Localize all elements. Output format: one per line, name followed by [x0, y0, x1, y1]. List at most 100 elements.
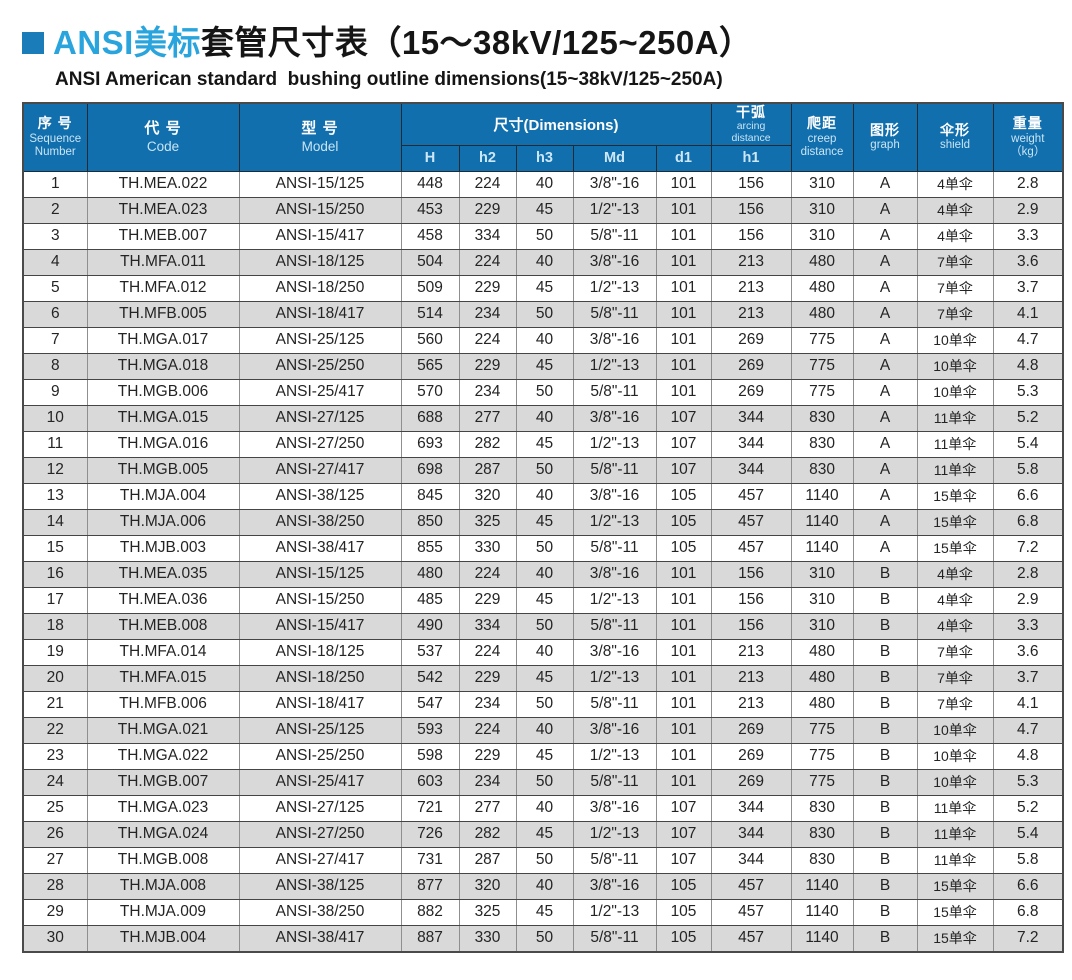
cell-graph: A	[852, 274, 918, 302]
col-header-h2: h2	[458, 144, 517, 172]
cell-h2: 224	[458, 170, 517, 198]
cell-model: ANSI-38/250	[238, 898, 402, 926]
cell-weight: 7.2	[992, 534, 1064, 562]
cell-model: ANSI-15/417	[238, 612, 402, 640]
cell-code: TH.MGA.018	[86, 352, 240, 380]
table-row: 7 TH.MGA.017 ANSI-25/125 560 224 40 3/8"-16 101…	[22, 326, 1064, 354]
cell-code: TH.MJA.008	[86, 872, 240, 900]
cell-H: 514	[400, 300, 460, 328]
cell-h1: 213	[710, 638, 792, 666]
cell-creep: 775	[790, 768, 854, 796]
cell-Md: 1/2"-13	[572, 274, 657, 302]
cell-model: ANSI-25/125	[238, 326, 402, 354]
table-row: 21 TH.MFB.006 ANSI-18/417 547 234 50 5/8"-11 10…	[22, 690, 1064, 718]
table-row: 1 TH.MEA.022 ANSI-15/125 448 224 40 3/8"-16 101…	[22, 170, 1064, 198]
cell-h2: 229	[458, 196, 517, 224]
cell-h3: 40	[515, 872, 574, 900]
col-header-arcing-en2: distance	[731, 131, 771, 144]
cell-h1: 344	[710, 404, 792, 432]
table-row: 3 TH.MEB.007 ANSI-15/417 458 334 50 5/8"-11 101…	[22, 222, 1064, 250]
cell-model: ANSI-18/250	[238, 274, 402, 302]
cell-model: ANSI-27/125	[238, 404, 402, 432]
cell-h3: 45	[515, 430, 574, 458]
cell-h2: 334	[458, 612, 517, 640]
cell-graph: B	[852, 742, 918, 770]
cell-h1: 213	[710, 300, 792, 328]
col-header-weight-unit: （kg）	[1010, 145, 1046, 158]
cell-seq: 15	[22, 534, 88, 562]
cell-H: 603	[400, 768, 460, 796]
cell-graph: A	[852, 378, 918, 406]
cell-Md: 3/8"-16	[572, 872, 657, 900]
cell-creep: 310	[790, 612, 854, 640]
cell-h2: 229	[458, 586, 517, 614]
table-row: 23 TH.MGA.022 ANSI-25/250 598 229 45 1/2"-13 10…	[22, 742, 1064, 770]
cell-weight: 3.6	[992, 248, 1064, 276]
cell-graph: A	[852, 534, 918, 562]
cell-d1: 101	[655, 274, 712, 302]
cell-d1: 101	[655, 560, 712, 588]
title-rest: 套管尺寸表（15～38kV/125~250A）	[200, 24, 753, 61]
cell-h3: 45	[515, 196, 574, 224]
cell-model: ANSI-27/250	[238, 820, 402, 848]
cell-weight: 3.3	[992, 612, 1064, 640]
cell-h3: 40	[515, 170, 574, 198]
cell-seq: 17	[22, 586, 88, 614]
cell-Md: 5/8"-11	[572, 846, 657, 874]
cell-h2: 234	[458, 300, 517, 328]
cell-creep: 310	[790, 196, 854, 224]
col-header-Md: Md	[572, 144, 657, 172]
cell-H: 504	[400, 248, 460, 276]
cell-code: TH.MJA.004	[86, 482, 240, 510]
table-header: 序 号 Sequence Number 代 号 Code 型 号 Model 尺…	[22, 102, 1064, 172]
cell-seq: 19	[22, 638, 88, 666]
cell-d1: 101	[655, 352, 712, 380]
col-header-h3: h3	[515, 144, 574, 172]
cell-h1: 344	[710, 430, 792, 458]
cell-h2: 229	[458, 352, 517, 380]
cell-seq: 20	[22, 664, 88, 692]
table-row: 11 TH.MGA.016 ANSI-27/250 693 282 45 1/2"-13 10…	[22, 430, 1064, 458]
cell-seq: 7	[22, 326, 88, 354]
cell-d1: 101	[655, 378, 712, 406]
cell-h2: 277	[458, 794, 517, 822]
cell-weight: 4.1	[992, 690, 1064, 718]
cell-h2: 229	[458, 742, 517, 770]
cell-Md: 5/8"-11	[572, 690, 657, 718]
cell-shield: 15单伞	[916, 508, 994, 536]
cell-model: ANSI-18/417	[238, 690, 402, 718]
cell-d1: 105	[655, 508, 712, 536]
cell-shield: 7单伞	[916, 664, 994, 692]
col-header-creep-distance: 爬距 creep distance	[790, 102, 854, 172]
cell-H: 448	[400, 170, 460, 198]
cell-model: ANSI-15/125	[238, 560, 402, 588]
col-header-sequence-cn: 序 号	[37, 115, 73, 132]
cell-h2: 287	[458, 456, 517, 484]
cell-h2: 334	[458, 222, 517, 250]
cell-d1: 101	[655, 664, 712, 692]
cell-h3: 45	[515, 586, 574, 614]
cell-d1: 105	[655, 872, 712, 900]
cell-weight: 4.1	[992, 300, 1064, 328]
cell-model: ANSI-25/250	[238, 352, 402, 380]
cell-Md: 1/2"-13	[572, 430, 657, 458]
cell-seq: 23	[22, 742, 88, 770]
cell-h1: 269	[710, 716, 792, 744]
cell-code: TH.MFA.011	[86, 248, 240, 276]
col-header-shield-en: shield	[939, 139, 971, 152]
cell-code: TH.MFA.015	[86, 664, 240, 692]
cell-code: TH.MFA.012	[86, 274, 240, 302]
cell-Md: 1/2"-13	[572, 586, 657, 614]
cell-seq: 16	[22, 560, 88, 588]
cell-graph: B	[852, 820, 918, 848]
cell-shield: 11单伞	[916, 404, 994, 432]
cell-h3: 45	[515, 742, 574, 770]
col-header-code-cn: 代 号	[144, 119, 182, 137]
cell-weight: 3.3	[992, 222, 1064, 250]
cell-creep: 480	[790, 638, 854, 666]
cell-Md: 5/8"-11	[572, 378, 657, 406]
cell-code: TH.MGA.021	[86, 716, 240, 744]
cell-model: ANSI-27/417	[238, 456, 402, 484]
title-bullet-icon	[22, 31, 44, 54]
cell-shield: 4单伞	[916, 586, 994, 614]
